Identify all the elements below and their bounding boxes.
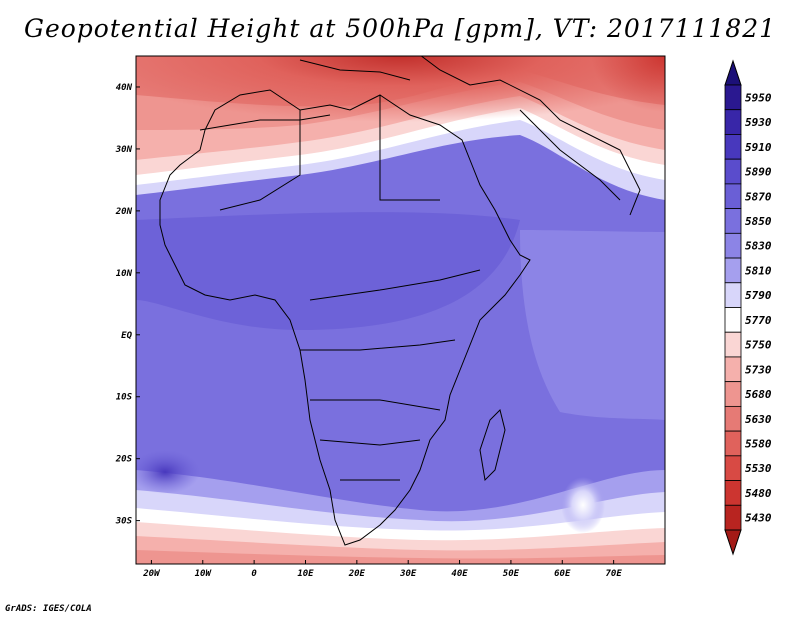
colorbar-swatch xyxy=(724,282,742,308)
colorbar-swatch xyxy=(724,504,742,531)
height-field xyxy=(136,56,665,564)
colorbar-swatch xyxy=(724,307,742,333)
colorbar-label: 5850 xyxy=(745,215,772,228)
lat-tick-label: 20N xyxy=(115,207,133,217)
lon-tick-label: 20W xyxy=(142,569,161,579)
colorbar-swatch xyxy=(724,134,742,160)
colorbar-label: 5890 xyxy=(745,166,772,179)
lat-tick-label: 10N xyxy=(116,269,133,279)
colorbar-over-triangle xyxy=(724,59,742,86)
colorbar-swatch xyxy=(724,480,742,506)
colorbar-label: 5770 xyxy=(745,314,772,327)
lon-tick-label: 0 xyxy=(251,569,257,579)
colorbar-label: 5910 xyxy=(745,141,772,154)
colorbar-swatch xyxy=(724,84,742,111)
colorbar-swatch xyxy=(724,430,742,457)
lat-tick-label: EQ xyxy=(121,331,132,341)
colorbar-swatch xyxy=(724,356,742,383)
colorbar-swatch xyxy=(724,208,742,234)
colorbar-label: 5480 xyxy=(745,487,772,500)
axis-ticks: 20W 10W 0 10E 20E 30E 40E 50E 60E 70E 40N 30N 20N 10N… xyxy=(115,83,623,579)
lat-tick-label: 10S xyxy=(116,393,133,403)
lon-tick-label: 20E xyxy=(348,569,366,579)
colorbar-label: 5630 xyxy=(745,413,772,426)
colorbar-label: 5530 xyxy=(745,462,772,475)
colorbar-label: 5580 xyxy=(745,437,772,450)
colorbar-label: 5430 xyxy=(745,512,772,525)
colorbar-swatch xyxy=(724,109,742,135)
lon-tick-label: 40E xyxy=(451,569,468,579)
colorbar-label: 5790 xyxy=(745,289,772,302)
chart-title: Geopotential Height at 500hPa [gpm], VT:… xyxy=(23,14,777,43)
colorbar-swatch xyxy=(724,232,742,259)
grads-credit: GrADS: IGES/COLA xyxy=(5,604,92,614)
colorbar-label: 5730 xyxy=(745,363,772,376)
lat-tick-label: 40N xyxy=(116,83,133,93)
colorbar-label: 5870 xyxy=(745,190,772,203)
colorbar-label: 5830 xyxy=(745,240,772,253)
colorbar-label: 5680 xyxy=(745,388,772,401)
colorbar-under-triangle xyxy=(724,529,742,556)
colorbar-swatch xyxy=(724,405,742,432)
colorbar-label: 5750 xyxy=(745,339,772,352)
lon-tick-label: 10E xyxy=(297,569,314,579)
lat-tick-label: 20S xyxy=(115,455,133,465)
colorbar-swatch xyxy=(724,183,742,210)
colorbar-swatch xyxy=(724,331,742,358)
plot-frame xyxy=(135,55,666,565)
colorbar-swatch xyxy=(724,257,742,284)
colorbar-swatch xyxy=(724,455,742,481)
colorbar: 5950 5930 5910 5890 5870 5850 5830 5810 5790 5770… xyxy=(724,59,772,556)
colorbar-swatch xyxy=(724,381,742,407)
coastlines xyxy=(159,56,641,546)
lon-tick-label: 10W xyxy=(195,569,213,579)
lon-tick-label: 60E xyxy=(554,569,571,579)
lat-tick-label: 30S xyxy=(115,517,133,527)
lon-tick-label: 30E xyxy=(399,569,417,579)
colorbar-swatch xyxy=(724,158,742,185)
colorbar-label: 5950 xyxy=(745,91,772,104)
colorbar-label: 5810 xyxy=(745,264,772,277)
lon-tick-label: 50E xyxy=(503,569,520,579)
lat-tick-label: 30N xyxy=(115,145,133,155)
lon-tick-label: 70E xyxy=(606,569,623,579)
colorbar-label: 5930 xyxy=(745,116,772,129)
